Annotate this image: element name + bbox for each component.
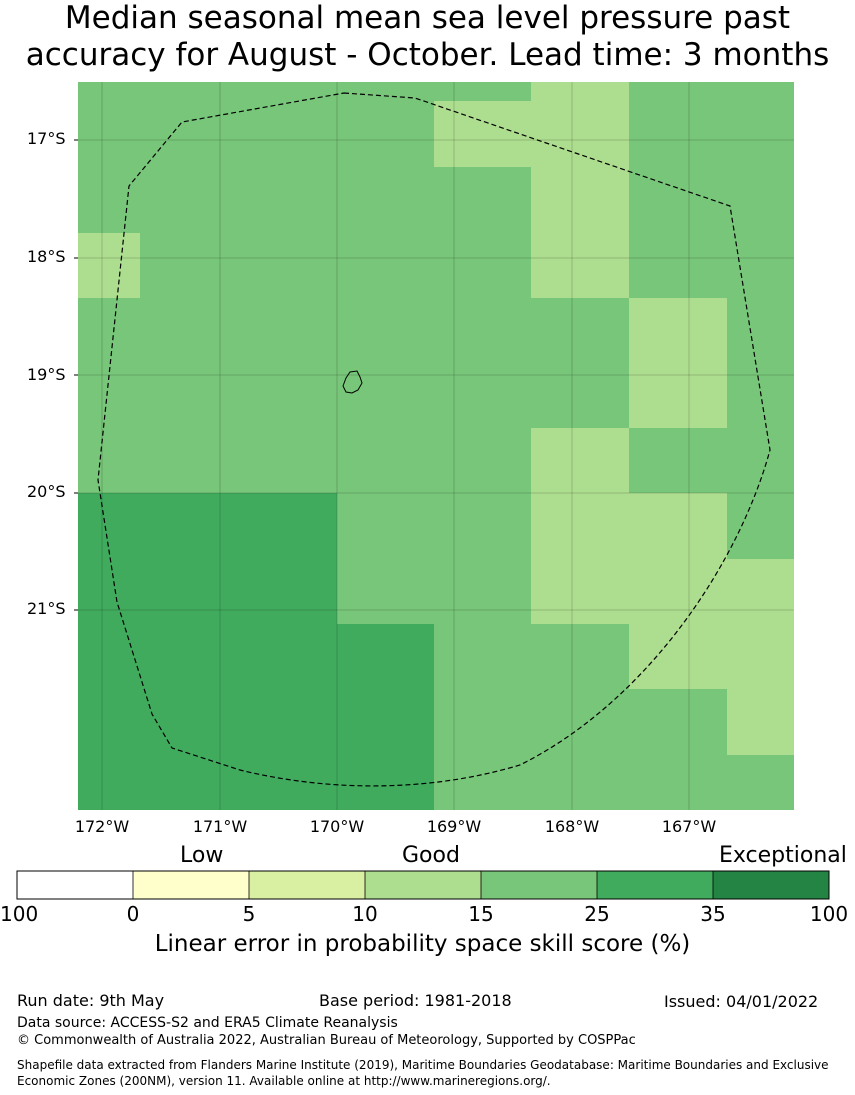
colorbar-swatch bbox=[17, 871, 133, 899]
category-low: Low bbox=[180, 843, 224, 868]
colorbar-swatch bbox=[597, 871, 713, 899]
data-source: Data source: ACCESS-S2 and ERA5 Climate … bbox=[17, 1015, 398, 1031]
run-date: Run date: 9th May bbox=[17, 991, 165, 1010]
grid-cell bbox=[434, 101, 532, 167]
grid-cell bbox=[78, 493, 337, 810]
copyright: © Commonwealth of Australia 2022, Austra… bbox=[17, 1033, 636, 1048]
colorbar-swatch bbox=[365, 871, 481, 899]
colorbar-tick: 0 bbox=[126, 902, 140, 926]
lat-label: 18°S bbox=[27, 247, 66, 266]
colorbar-frame bbox=[16, 870, 830, 900]
colorbar-swatch bbox=[133, 871, 249, 899]
lon-label: 170°W bbox=[309, 817, 365, 836]
colorbar-tick: 100 bbox=[809, 902, 849, 926]
lat-label: 20°S bbox=[27, 482, 66, 501]
map-gridlines bbox=[78, 82, 794, 810]
colorbar-label: Linear error in probability space skill … bbox=[154, 931, 691, 957]
map-title-line2: accuracy for August - October. Lead time… bbox=[25, 37, 830, 73]
colorbar bbox=[16, 870, 830, 900]
lon-label: 168°W bbox=[544, 817, 600, 836]
grid-cell bbox=[531, 428, 629, 624]
map-title-line1: Median seasonal mean sea level pressure … bbox=[64, 0, 791, 36]
axis-ticks bbox=[74, 139, 78, 611]
base-period: Base period: 1981-2018 bbox=[319, 991, 512, 1010]
grid-cell bbox=[629, 298, 727, 428]
lon-label: 169°W bbox=[426, 817, 482, 836]
lat-label: 21°S bbox=[27, 599, 66, 618]
lon-label: 172°W bbox=[74, 817, 130, 836]
issued-date: Issued: 04/01/2022 bbox=[664, 992, 819, 1011]
lon-label: 167°W bbox=[661, 817, 717, 836]
grid-cell bbox=[629, 493, 727, 689]
colorbar-swatch bbox=[713, 871, 829, 899]
lon-label: 171°W bbox=[192, 817, 248, 836]
colorbar-tick: 35 bbox=[700, 902, 726, 926]
colorbar-tick: 15 bbox=[468, 902, 494, 926]
lat-label: 19°S bbox=[27, 365, 66, 384]
grid-cell bbox=[78, 233, 140, 298]
colorbar-tick: 10 bbox=[352, 902, 378, 926]
island-outline bbox=[342, 370, 363, 394]
colorbar-swatch bbox=[481, 871, 597, 899]
category-exceptional: Exceptional bbox=[719, 843, 847, 868]
colorbar-tick: 25 bbox=[584, 902, 610, 926]
grid-cell bbox=[337, 624, 434, 810]
colorbar-tick: 100 bbox=[0, 902, 39, 926]
shapefile-credit: Shapefile data extracted from Flanders M… bbox=[17, 1058, 829, 1088]
category-good: Good bbox=[402, 843, 460, 868]
grid-cell bbox=[531, 82, 629, 298]
colorbar-tick: 5 bbox=[242, 902, 256, 926]
colorbar-swatch bbox=[249, 871, 365, 899]
lat-label: 17°S bbox=[27, 129, 66, 148]
eez-boundary bbox=[97, 92, 771, 787]
grid-cell bbox=[727, 559, 794, 755]
